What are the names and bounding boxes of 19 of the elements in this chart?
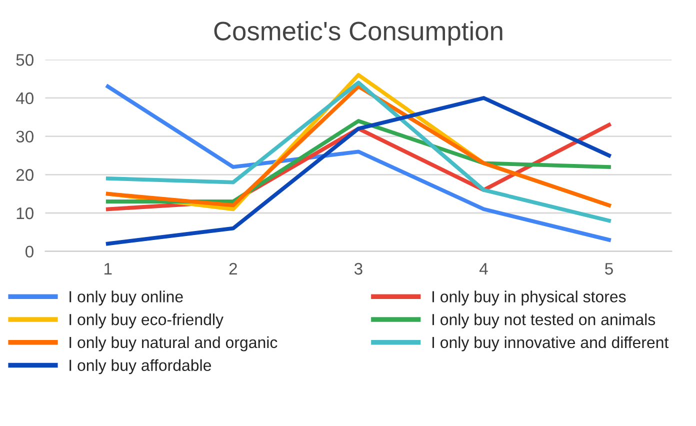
chart-title: Cosmetic's Consumption [214, 21, 502, 46]
x-tick-label: 4 [479, 263, 488, 275]
legend-label: I only buy in physical stores [432, 290, 626, 306]
y-tick-label: 50 [16, 54, 34, 66]
x-tick-label: 3 [354, 262, 362, 275]
legend-label: I only buy innovative and different [432, 336, 669, 352]
legend-label: I only buy online [70, 290, 183, 306]
legend-label: I only buy not tested on animals [432, 314, 656, 328]
y-tick-label: 0 [26, 246, 34, 258]
x-tick-label: 1 [104, 263, 112, 275]
y-tick-label: 30 [16, 130, 34, 143]
y-tick-label: 40 [16, 92, 34, 104]
y-tick-label: 20 [16, 169, 34, 181]
legend-label: I only buy affordable [70, 359, 211, 374]
x-tick-label: 2 [229, 262, 237, 275]
legend-label: I only buy eco-friendly [70, 314, 224, 328]
x-tick-label: 5 [605, 263, 613, 275]
legend-label: I only buy natural and organic [70, 336, 278, 352]
y-tick-label: 10 [16, 207, 34, 220]
